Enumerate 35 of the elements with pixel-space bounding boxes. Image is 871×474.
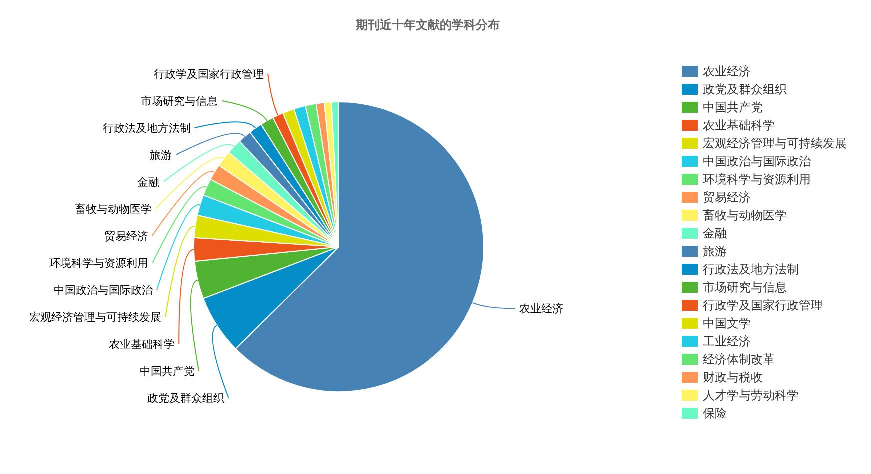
legend-label: 行政法及地方法制 <box>703 262 799 276</box>
slice-label: 畜牧与动物医学 <box>74 202 152 216</box>
slice-label: 中国政治与国际政治 <box>54 284 154 296</box>
slice-label: 市场研究与信息 <box>141 94 218 108</box>
legend-label: 农业经济 <box>703 64 751 78</box>
slice-label: 贸易经济 <box>104 230 148 242</box>
slice-label: 农业基础科学 <box>109 338 176 350</box>
slice-label: 政党及群众组织 <box>148 392 225 404</box>
slice-label: 金融 <box>138 176 160 188</box>
slice-label: 农业经济 <box>520 302 564 316</box>
slice-label: 行政学及国家行政管理 <box>154 68 264 80</box>
slice-label: 中国共产党 <box>140 364 196 378</box>
legend-label: 中国政治与国际政治 <box>703 154 811 168</box>
chart-title: 期刊近十年文献的学科分布 <box>355 18 500 32</box>
legend-label: 农业基础科学 <box>703 118 775 132</box>
slice-label: 行政法及地方法制 <box>102 122 191 134</box>
legend-label: 中国共产党 <box>703 100 763 114</box>
legend-label: 宏观经济管理与可持续发展 <box>703 136 847 150</box>
legend-label: 财政与税收 <box>703 370 763 384</box>
legend-label: 旅游 <box>703 244 727 258</box>
legend-label: 中国文学 <box>703 316 751 330</box>
slice-label: 环境科学与资源利用 <box>50 256 149 270</box>
legend-label: 经济体制改革 <box>703 352 775 366</box>
legend-label: 人才学与劳动科学 <box>703 388 799 402</box>
legend-label: 政党及群众组织 <box>703 82 787 96</box>
legend-label: 畜牧与动物医学 <box>703 208 787 222</box>
legend-label: 贸易经济 <box>703 190 751 204</box>
legend-label: 环境科学与资源利用 <box>703 172 811 186</box>
legend-label: 市场研究与信息 <box>703 280 787 294</box>
legend-label: 保险 <box>703 406 727 420</box>
legend-label: 行政学及国家行政管理 <box>703 298 823 312</box>
legend-label: 工业经济 <box>703 334 751 348</box>
slice-label: 宏观经济管理与可持续发展 <box>30 310 162 324</box>
legend-label: 金融 <box>703 226 727 240</box>
slice-label: 旅游 <box>150 148 172 162</box>
